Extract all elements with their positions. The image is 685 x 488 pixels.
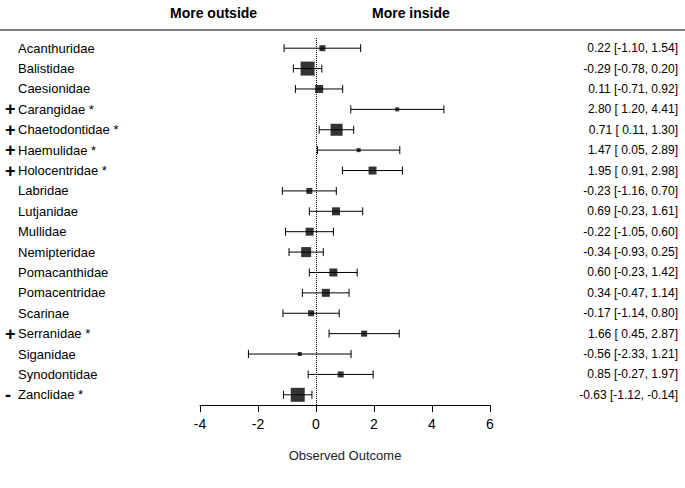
svg-text:Labridae: Labridae <box>18 183 69 198</box>
svg-text:+: + <box>5 140 16 160</box>
svg-text:1.47 [ 0.05, 2.89]: 1.47 [ 0.05, 2.89] <box>588 143 678 157</box>
svg-text:Acanthuridae: Acanthuridae <box>18 41 95 56</box>
svg-text:Chaetodontidae *: Chaetodontidae * <box>18 122 118 137</box>
svg-text:Pomacanthidae: Pomacanthidae <box>18 265 108 280</box>
svg-text:Observed Outcome: Observed Outcome <box>289 448 402 463</box>
svg-text:-4: -4 <box>194 416 207 432</box>
svg-text:Siganidae: Siganidae <box>18 347 76 362</box>
svg-text:-0.63 [-1.12, -0.14]: -0.63 [-1.12, -0.14] <box>579 388 678 402</box>
svg-text:0.60 [-0.23, 1.42]: 0.60 [-0.23, 1.42] <box>587 265 678 279</box>
svg-text:0.11 [-0.71, 0.92]: 0.11 [-0.71, 0.92] <box>588 82 678 96</box>
svg-text:0: 0 <box>312 416 320 432</box>
svg-text:Zanclidae *: Zanclidae * <box>18 387 83 402</box>
svg-text:Caesionidae: Caesionidae <box>18 81 90 96</box>
svg-text:-0.17 [-1.14, 0.80]: -0.17 [-1.14, 0.80] <box>583 306 678 320</box>
svg-text:0.22 [-1.10, 1.54]: 0.22 [-1.10, 1.54] <box>587 41 678 55</box>
svg-text:Synodontidae: Synodontidae <box>18 367 98 382</box>
svg-text:-0.34 [-0.93, 0.25]: -0.34 [-0.93, 0.25] <box>583 245 678 259</box>
svg-text:2.80 [ 1.20, 4.41]: 2.80 [ 1.20, 4.41] <box>588 102 678 116</box>
svg-text:-0.22 [-1.05, 0.60]: -0.22 [-1.05, 0.60] <box>583 225 678 239</box>
svg-text:0.34 [-0.47, 1.14]: 0.34 [-0.47, 1.14] <box>587 286 678 300</box>
svg-text:0.71 [ 0.11, 1.30]: 0.71 [ 0.11, 1.30] <box>589 123 678 137</box>
svg-text:0.69 [-0.23, 1.61]: 0.69 [-0.23, 1.61] <box>587 204 678 218</box>
svg-text:Haemulidae *: Haemulidae * <box>18 143 96 158</box>
svg-text:More inside: More inside <box>372 5 450 21</box>
svg-text:Holocentridae *: Holocentridae * <box>18 163 107 178</box>
svg-text:1.66 [ 0.45, 2.87]: 1.66 [ 0.45, 2.87] <box>588 327 678 341</box>
svg-text:Carangidae *: Carangidae * <box>18 102 94 117</box>
svg-text:Serranidae *: Serranidae * <box>18 326 90 341</box>
svg-text:Balistidae: Balistidae <box>18 61 74 76</box>
svg-text:-2: -2 <box>252 416 265 432</box>
svg-text:1.95 [ 0.91, 2.98]: 1.95 [ 0.91, 2.98] <box>588 164 678 178</box>
svg-text:+: + <box>5 324 16 344</box>
svg-text:4: 4 <box>428 416 436 432</box>
svg-text:Lutjanidae: Lutjanidae <box>18 204 78 219</box>
svg-text:+: + <box>5 120 16 140</box>
svg-text:+: + <box>5 99 16 119</box>
svg-text:-: - <box>5 385 11 405</box>
svg-text:-0.23 [-1.16, 0.70]: -0.23 [-1.16, 0.70] <box>583 184 678 198</box>
svg-text:Nemipteridae: Nemipteridae <box>18 245 95 260</box>
svg-text:-0.29 [-0.78, 0.20]: -0.29 [-0.78, 0.20] <box>583 62 678 76</box>
svg-text:More outside: More outside <box>170 5 257 21</box>
svg-text:0.85 [-0.27, 1.97]: 0.85 [-0.27, 1.97] <box>587 367 678 381</box>
svg-text:Scarinae: Scarinae <box>18 306 69 321</box>
svg-text:Mullidae: Mullidae <box>18 224 66 239</box>
svg-text:6: 6 <box>486 416 494 432</box>
svg-text:+: + <box>5 161 16 181</box>
svg-text:Pomacentridae: Pomacentridae <box>18 285 105 300</box>
svg-text:2: 2 <box>370 416 378 432</box>
svg-text:-0.56 [-2.33, 1.21]: -0.56 [-2.33, 1.21] <box>583 347 678 361</box>
